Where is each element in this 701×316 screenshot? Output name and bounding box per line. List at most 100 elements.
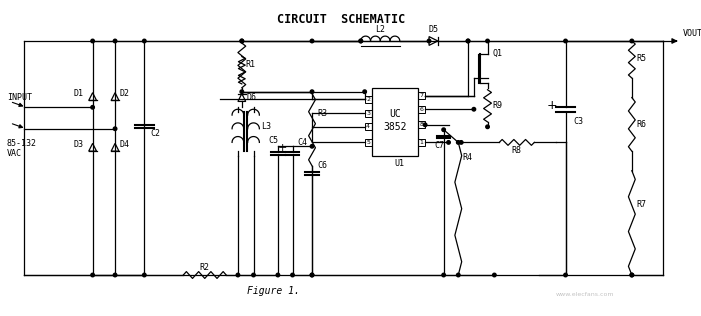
Text: D4: D4 — [120, 140, 130, 149]
Circle shape — [236, 273, 240, 277]
Polygon shape — [89, 143, 97, 151]
Circle shape — [493, 273, 496, 277]
Circle shape — [276, 273, 280, 277]
Text: C6: C6 — [317, 161, 327, 170]
Circle shape — [442, 128, 445, 131]
Circle shape — [564, 273, 567, 277]
Text: R2: R2 — [200, 263, 210, 272]
Circle shape — [114, 39, 117, 43]
Polygon shape — [238, 94, 246, 101]
Text: Figure 1.: Figure 1. — [247, 286, 299, 295]
Text: C3: C3 — [573, 118, 583, 126]
Text: R8: R8 — [512, 146, 522, 155]
Circle shape — [564, 39, 567, 43]
Circle shape — [630, 273, 634, 277]
Text: 3: 3 — [366, 111, 370, 116]
Circle shape — [114, 127, 117, 131]
Text: 4: 4 — [366, 124, 370, 129]
Circle shape — [466, 39, 470, 43]
Text: 5: 5 — [366, 140, 370, 145]
Circle shape — [91, 273, 95, 277]
Circle shape — [291, 273, 294, 277]
Circle shape — [442, 273, 445, 277]
Text: D1: D1 — [74, 89, 84, 98]
Text: 6: 6 — [420, 107, 423, 112]
Circle shape — [114, 273, 117, 277]
Bar — [365, 96, 372, 103]
Text: VOUT: VOUT — [683, 29, 701, 38]
Text: D6: D6 — [247, 93, 257, 102]
Text: 2: 2 — [366, 97, 370, 102]
Text: L2: L2 — [375, 25, 386, 34]
Text: UC: UC — [389, 109, 401, 119]
Text: +: + — [278, 143, 287, 153]
Circle shape — [486, 125, 489, 129]
Circle shape — [486, 39, 489, 43]
Text: R6: R6 — [637, 120, 647, 129]
Bar — [365, 123, 372, 130]
Text: +: + — [547, 99, 557, 112]
Circle shape — [91, 39, 95, 43]
Circle shape — [456, 273, 460, 277]
Bar — [365, 110, 372, 117]
Text: 8: 8 — [420, 122, 423, 127]
Text: CIRCUIT  SCHEMATIC: CIRCUIT SCHEMATIC — [277, 13, 405, 26]
Circle shape — [630, 39, 634, 43]
Text: 7: 7 — [420, 93, 423, 98]
Text: 3852: 3852 — [383, 122, 407, 132]
Circle shape — [472, 107, 476, 111]
Circle shape — [91, 106, 95, 109]
Bar — [372, 88, 418, 156]
Text: 85-132
VAC: 85-132 VAC — [7, 138, 37, 158]
Text: R9: R9 — [492, 101, 503, 110]
Circle shape — [142, 273, 146, 277]
Circle shape — [630, 273, 634, 277]
Text: R3: R3 — [317, 109, 327, 118]
Text: www.elecfans.com: www.elecfans.com — [556, 292, 614, 297]
Circle shape — [240, 90, 243, 94]
Polygon shape — [111, 143, 119, 151]
Text: C7: C7 — [435, 141, 444, 150]
Text: C2: C2 — [150, 129, 160, 138]
Text: R4: R4 — [462, 153, 472, 161]
Circle shape — [252, 273, 255, 277]
Polygon shape — [429, 37, 438, 46]
Polygon shape — [111, 93, 119, 100]
Circle shape — [311, 90, 314, 94]
Text: D2: D2 — [120, 89, 130, 98]
Text: 1: 1 — [420, 140, 423, 145]
Circle shape — [359, 39, 362, 43]
Circle shape — [359, 39, 362, 43]
Circle shape — [423, 123, 427, 127]
Circle shape — [459, 141, 463, 144]
Circle shape — [142, 39, 146, 43]
Circle shape — [311, 39, 314, 43]
Circle shape — [363, 90, 367, 94]
Circle shape — [428, 39, 431, 43]
Bar — [418, 139, 425, 146]
Bar — [418, 121, 425, 128]
Circle shape — [466, 39, 470, 43]
Polygon shape — [89, 93, 97, 100]
Bar — [418, 106, 425, 113]
Text: R1: R1 — [246, 60, 256, 69]
Text: C4: C4 — [297, 138, 308, 147]
Bar — [418, 92, 425, 99]
Circle shape — [311, 273, 314, 277]
Circle shape — [240, 39, 243, 43]
Text: R7: R7 — [637, 200, 647, 209]
Text: U1: U1 — [395, 159, 404, 168]
Text: R5: R5 — [637, 54, 647, 63]
Circle shape — [447, 141, 450, 144]
Text: D5: D5 — [428, 25, 438, 34]
Circle shape — [456, 141, 460, 144]
Text: INPUT: INPUT — [7, 93, 32, 102]
Circle shape — [311, 144, 314, 148]
Text: D3: D3 — [74, 140, 84, 149]
Text: C5: C5 — [268, 136, 278, 145]
Bar — [365, 139, 372, 146]
Circle shape — [240, 39, 243, 43]
Text: Q1: Q1 — [492, 49, 503, 58]
Text: L3: L3 — [261, 122, 271, 131]
Circle shape — [311, 273, 314, 277]
